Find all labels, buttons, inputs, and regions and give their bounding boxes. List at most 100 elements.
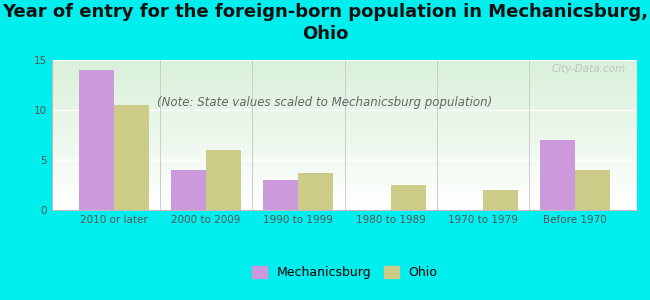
Bar (52, 110, 637, 111)
Bar (52, 140, 637, 141)
Bar (298, 173, 333, 210)
Bar (52, 78, 637, 80)
Bar (52, 153, 637, 154)
Text: (Note: State values scaled to Mechanicsburg population): (Note: State values scaled to Mechanicsb… (157, 96, 493, 109)
Bar (171, 170, 206, 210)
Bar (52, 88, 637, 90)
Text: Year of entry for the foreign-born population in Mechanicsburg,
Ohio: Year of entry for the foreign-born popul… (2, 3, 648, 43)
Bar (52, 192, 637, 194)
Bar (52, 99, 637, 100)
Legend: Mechanicsburg, Ohio: Mechanicsburg, Ohio (246, 261, 443, 284)
Bar (52, 103, 637, 105)
Bar (52, 154, 637, 156)
Bar (52, 122, 637, 123)
Bar (52, 136, 637, 138)
Bar (52, 132, 637, 134)
Bar (52, 74, 637, 75)
Bar (52, 176, 637, 177)
Bar (52, 198, 637, 200)
Bar (52, 69, 637, 70)
Bar (52, 200, 637, 201)
Bar (52, 183, 637, 184)
Bar (52, 194, 637, 195)
Bar (114, 105, 149, 210)
Bar (52, 180, 637, 182)
Bar (52, 114, 637, 116)
Bar (52, 126, 637, 128)
Bar (52, 182, 637, 183)
Bar (52, 106, 637, 108)
Bar (52, 129, 637, 130)
Bar (52, 177, 637, 178)
Bar (52, 158, 637, 159)
Bar (52, 94, 637, 96)
Bar (52, 123, 637, 124)
Bar (52, 81, 637, 82)
Bar (52, 204, 637, 206)
Bar (52, 207, 637, 208)
Bar (52, 159, 637, 160)
Bar (52, 165, 637, 166)
Bar (206, 150, 241, 210)
Bar (52, 134, 637, 135)
Bar (52, 116, 637, 117)
Bar (52, 100, 637, 102)
Bar (52, 138, 637, 140)
Bar (52, 156, 637, 158)
Bar (52, 142, 637, 144)
Bar (52, 124, 637, 126)
Bar (52, 87, 637, 88)
Bar (52, 112, 637, 114)
Bar (391, 185, 426, 210)
Bar (263, 180, 298, 210)
Bar (52, 188, 637, 189)
Bar (483, 190, 518, 210)
Bar (52, 172, 637, 174)
Bar (52, 167, 637, 168)
Bar (52, 68, 637, 69)
Bar (52, 75, 637, 76)
Bar (52, 171, 637, 172)
Bar (52, 111, 637, 112)
Bar (52, 152, 637, 153)
Bar (52, 162, 637, 164)
Bar (52, 117, 637, 118)
Bar (540, 140, 575, 210)
Bar (52, 135, 637, 136)
Bar (52, 178, 637, 180)
Bar (52, 141, 637, 142)
Bar (52, 130, 637, 132)
Bar (52, 92, 637, 93)
Bar (52, 63, 637, 64)
Bar (52, 61, 637, 63)
Bar (52, 169, 637, 171)
Bar (52, 70, 637, 72)
Bar (52, 208, 637, 210)
Bar (52, 201, 637, 202)
Bar (52, 128, 637, 129)
Bar (79, 70, 114, 210)
Bar (575, 170, 610, 210)
Bar (52, 190, 637, 192)
Bar (52, 184, 637, 186)
Bar (52, 120, 637, 122)
Bar (52, 85, 637, 87)
Bar (52, 93, 637, 94)
Bar (52, 148, 637, 150)
Bar (52, 146, 637, 147)
Bar (52, 118, 637, 120)
Bar (52, 195, 637, 196)
Bar (52, 64, 637, 66)
Bar (52, 72, 637, 74)
Bar (52, 105, 637, 106)
Bar (52, 84, 637, 86)
Text: City-Data.com: City-Data.com (551, 64, 625, 74)
Bar (52, 82, 637, 84)
Bar (52, 147, 637, 148)
Bar (52, 102, 637, 104)
Bar (52, 90, 637, 92)
Bar (52, 196, 637, 198)
Bar (52, 76, 637, 78)
Bar (52, 150, 637, 152)
Bar (52, 189, 637, 190)
